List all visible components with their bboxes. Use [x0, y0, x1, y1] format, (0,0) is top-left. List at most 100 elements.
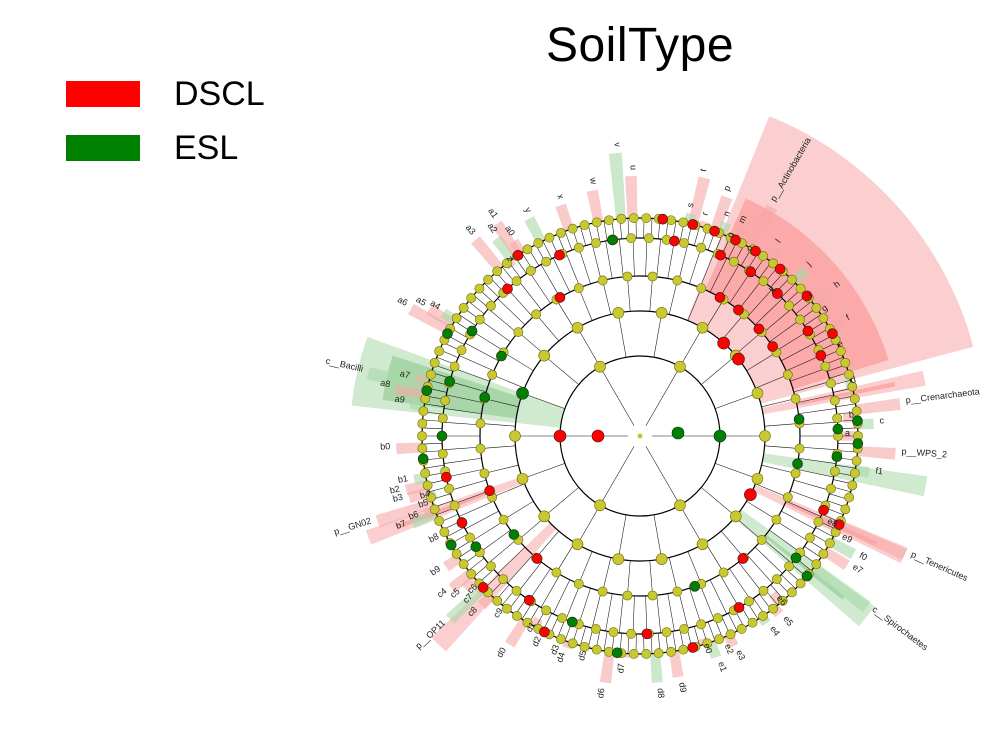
clade-label-47: b6 [407, 509, 420, 522]
clade-label-70: v [612, 142, 622, 148]
node-r4-23 [805, 532, 815, 543]
node-r5-92 [451, 313, 462, 324]
label-wedge-56 [394, 382, 428, 400]
branch-r4-56 [497, 546, 526, 574]
node-colored-22 [772, 288, 783, 299]
node-colored-60 [421, 385, 433, 396]
branch-r4-11 [754, 298, 783, 326]
node-r5-48 [714, 634, 724, 645]
node-r3-16 [718, 567, 729, 578]
branch-r4-21 [799, 421, 838, 426]
node-r5-78 [422, 480, 433, 491]
branch-r4-28 [786, 500, 821, 517]
node-r4-28 [744, 596, 754, 607]
branch-r3-2 [687, 288, 702, 321]
node-r4-49 [444, 483, 455, 494]
highlight-sectors [351, 116, 974, 684]
node-r4-42 [511, 585, 522, 596]
clade-label-48: b5 [417, 497, 430, 510]
node-colored-18 [737, 553, 749, 564]
node-r3-26 [498, 514, 509, 525]
node-r4-57 [456, 345, 467, 355]
node-r5-33 [840, 504, 851, 515]
clade-label-52: b1 [397, 473, 409, 485]
branch-r3-39 [627, 276, 631, 312]
clade-label-15: e9 [840, 531, 853, 544]
clade-label-61: a4 [429, 298, 443, 312]
branch-r3-21 [602, 557, 612, 592]
node-colored-4 [516, 386, 529, 400]
branch-r4-70 [446, 394, 484, 404]
label-wedge-68 [555, 203, 574, 232]
node-r4-66 [573, 242, 584, 253]
node-r3-12 [782, 492, 793, 503]
clade-label-31: d5 [576, 649, 588, 661]
branch-r4-60 [465, 510, 499, 530]
label-wedge-51 [404, 480, 429, 496]
node-r5-23 [847, 381, 858, 392]
node-colored-7 [733, 304, 744, 316]
node-r3-0 [647, 271, 658, 282]
branch-r4-14 [775, 330, 809, 352]
node-colored-41 [607, 234, 618, 246]
branch-r5-75 [707, 621, 716, 641]
node-r5-20 [835, 346, 846, 357]
node-r2-4 [759, 430, 771, 442]
clade-label-78: l [773, 237, 782, 244]
clade-label-25: e1 [716, 660, 729, 673]
chart-title: SoilType [545, 19, 735, 72]
branch-r4-78 [497, 298, 526, 326]
branch-r3-7 [755, 374, 788, 389]
node-r5-74 [439, 527, 450, 538]
branch-r4-0 [645, 238, 648, 277]
node-r3-23 [551, 567, 562, 578]
node-r4-56 [449, 361, 460, 372]
clade-label-27: d9 [677, 682, 688, 693]
node-r5-67 [492, 595, 503, 606]
node-r4-30 [712, 613, 723, 623]
node-r3-13 [771, 514, 782, 525]
clade-label-1: q [725, 230, 736, 239]
branch-r2-9 [618, 514, 627, 560]
node-colored-49 [827, 328, 838, 339]
node-r5-76 [429, 504, 440, 515]
branch-r4-29 [781, 510, 815, 530]
node-r4-32 [679, 624, 689, 634]
clade-label-46: b7 [394, 518, 407, 531]
node-colored-28 [790, 552, 802, 564]
node-r4-51 [437, 448, 448, 459]
node-r2-1 [696, 321, 709, 334]
node-r5-104 [567, 223, 578, 234]
label-wedge-41 [461, 575, 479, 593]
node-r3-34 [513, 327, 524, 337]
branch-r3-37 [578, 288, 593, 321]
branch-r3-23 [556, 542, 575, 573]
branch-r4-4 [689, 247, 702, 284]
clade-label-36: d0 [494, 645, 508, 659]
node-r5-107 [604, 215, 614, 226]
branch-r4-30 [775, 520, 809, 542]
node-r5-53 [653, 648, 664, 659]
node-r2-6 [729, 510, 742, 523]
node-colored-34 [456, 517, 468, 529]
clade-label-69: w [588, 176, 599, 186]
node-r5-54 [641, 649, 652, 659]
branch-r4-64 [446, 468, 484, 478]
branch-r4-10 [746, 288, 773, 318]
branch-r2-1 [679, 327, 703, 367]
node-colored-53 [801, 570, 813, 582]
branch-r4-75 [471, 330, 505, 352]
branch-r3-6 [746, 352, 777, 371]
node-r5-75 [434, 515, 445, 526]
branch-r2-5 [715, 463, 758, 480]
node-colored-48 [801, 290, 813, 302]
branch-r4-87 [605, 240, 613, 279]
node-colored-31 [566, 616, 578, 628]
highlight-inner-2 [796, 381, 896, 406]
branch-r4-82 [540, 264, 561, 298]
node-r4-9 [784, 300, 795, 311]
node-r3-38 [597, 275, 608, 286]
node-colored-50 [852, 415, 863, 427]
node-r3-29 [475, 443, 486, 454]
branch-r4-38 [709, 579, 728, 615]
